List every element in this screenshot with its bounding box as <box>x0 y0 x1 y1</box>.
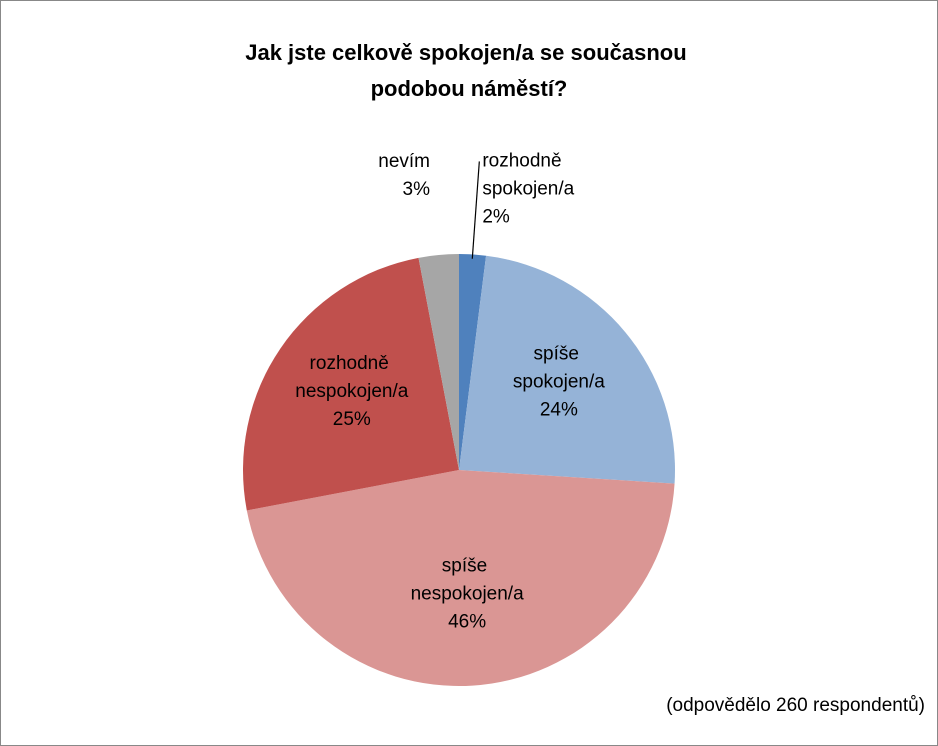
pie-slice <box>246 470 675 687</box>
pie-slice <box>243 257 459 511</box>
slice-label: spíše spokojen/a <box>513 343 605 392</box>
slice-label: spíše nespokojen/a <box>411 555 524 604</box>
slice-label: rozhodně nespokojen/a <box>295 353 408 402</box>
pie-slice <box>418 254 459 470</box>
slice-value-label: 25% <box>333 409 371 430</box>
annotation: (odpovědělo 260 respondentů) <box>666 695 925 716</box>
slice-value-label: 46% <box>448 611 486 632</box>
slice-value-label: 24% <box>540 399 578 420</box>
pie-slice <box>459 255 676 484</box>
slice-label: rozhodně spokojen/a <box>482 150 574 199</box>
slice-value-label: 2% <box>482 206 510 227</box>
leader-line <box>471 161 480 259</box>
slice-label: nevím <box>378 151 430 172</box>
chart-title: Jak jste celkově spokojen/a se současnou… <box>245 40 693 101</box>
pie-slice <box>459 254 487 470</box>
slice-value-label: 3% <box>403 179 431 200</box>
